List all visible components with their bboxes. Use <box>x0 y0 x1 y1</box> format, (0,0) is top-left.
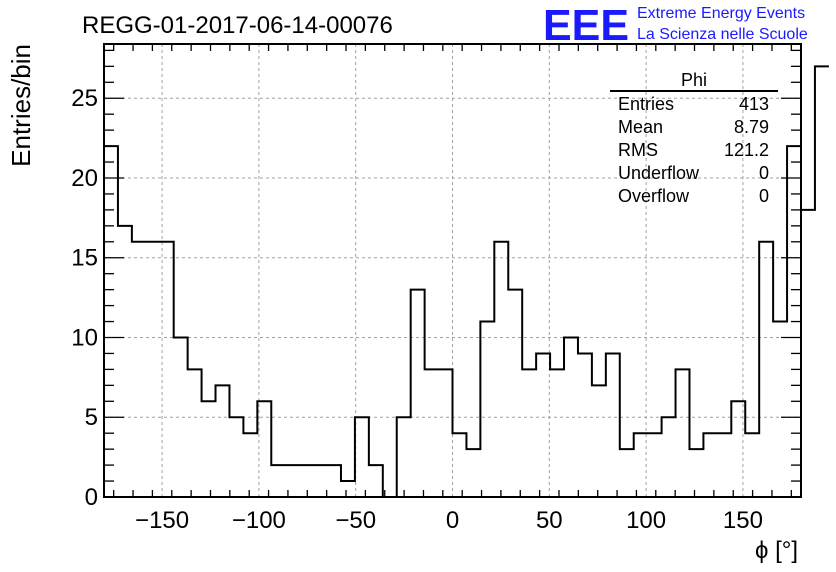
stats-title: Phi <box>681 70 707 90</box>
logo-line-1: Extreme Energy Events <box>637 5 805 22</box>
histogram-series <box>103 65 829 498</box>
y-tick-label: 25 <box>71 85 98 112</box>
eee-logo: EEE <box>543 1 629 50</box>
stats-box: Phi Entries 413 Mean 8.79 RMS 121.2 Underflow 0… <box>610 70 778 206</box>
chart-title: REGG-01-2017-06-14-00076 <box>82 12 393 39</box>
y-tick-label: 0 <box>85 484 98 511</box>
stats-row-value: 413 <box>739 94 769 114</box>
x-tick-label: 0 <box>446 507 459 534</box>
plot-frame <box>103 43 802 498</box>
x-tick-label: −100 <box>232 507 286 534</box>
stats-row-value: 0 <box>759 163 769 183</box>
stats-row-value: 121.2 <box>724 140 769 160</box>
y-tick-label: 20 <box>71 165 98 192</box>
y-tick-label: 10 <box>71 324 98 351</box>
x-tick-label: −150 <box>135 507 189 534</box>
stats-row-value: 0 <box>759 186 769 206</box>
y-axis-label: Entries/bin <box>6 44 36 167</box>
axis-ticks: −150 −100 −50 0 50 100 150 0 5 10 15 20 25 <box>71 44 801 534</box>
stats-row-value: 8.79 <box>734 117 769 137</box>
x-tick-label: −50 <box>335 507 376 534</box>
stats-row-label: Entries <box>618 94 674 114</box>
logo-line-2: La Scienza nelle Scuole <box>637 26 808 43</box>
stats-row-label: Underflow <box>618 163 700 183</box>
x-tick-label: 150 <box>723 507 763 534</box>
x-tick-label: 50 <box>536 507 563 534</box>
x-axis-label: ϕ [°] <box>755 537 798 564</box>
stats-row-label: Overflow <box>618 186 690 206</box>
stats-row-label: Mean <box>618 117 663 137</box>
y-tick-label: 15 <box>71 245 98 272</box>
stats-row-label: RMS <box>618 140 658 160</box>
x-tick-label: 100 <box>626 507 666 534</box>
y-tick-label: 5 <box>85 404 98 431</box>
